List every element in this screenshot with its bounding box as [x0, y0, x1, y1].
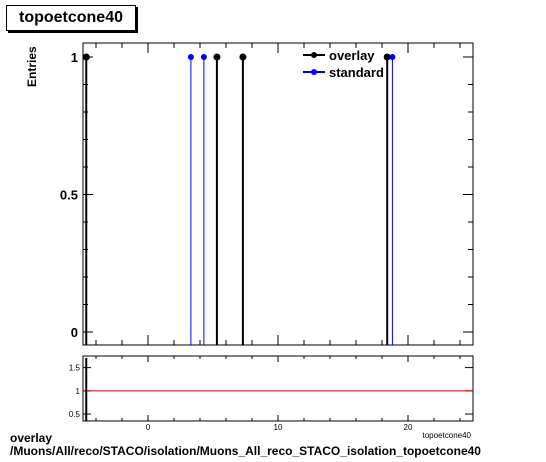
data-point-overlay	[82, 53, 90, 61]
ratio-y-tick-label: 0.5	[69, 410, 81, 419]
data-point-standard	[389, 54, 396, 60]
x-tick-label: 20	[404, 423, 413, 432]
legend-marker-overlay	[311, 52, 317, 58]
data-point-overlay	[383, 53, 391, 61]
legend-label-overlay: overlay	[329, 48, 375, 63]
footer-line-1: overlay	[10, 431, 53, 445]
chart-title: topoetcone40	[6, 5, 136, 31]
data-point-standard	[200, 54, 207, 60]
main-plot-frame	[82, 42, 474, 346]
footer-label: overlay /Muons/All/reco/STACO/isolation/…	[10, 432, 481, 458]
y-tick-label: 0	[71, 325, 78, 340]
footer-line-2: /Muons/All/reco/STACO/isolation/Muons_Al…	[10, 444, 481, 458]
ratio-y-tick-label: 1	[76, 387, 81, 396]
data-point-standard	[187, 54, 194, 60]
x-tick-label: 10	[274, 423, 283, 432]
data-point-overlay	[213, 53, 221, 61]
y-tick-label: 0.5	[60, 188, 78, 203]
data-point-overlay	[239, 53, 247, 61]
ratio-plot-frame	[82, 355, 474, 422]
x-tick-label: 0	[146, 423, 151, 432]
legend-label-standard: standard	[329, 65, 384, 80]
y-axis-label: Entries	[25, 46, 39, 87]
y-tick-label: 1	[71, 50, 78, 65]
x-axis-label: topoetcone40	[423, 431, 472, 440]
ratio-y-tick-label: 1.5	[69, 364, 81, 373]
legend-marker-standard	[311, 69, 317, 75]
